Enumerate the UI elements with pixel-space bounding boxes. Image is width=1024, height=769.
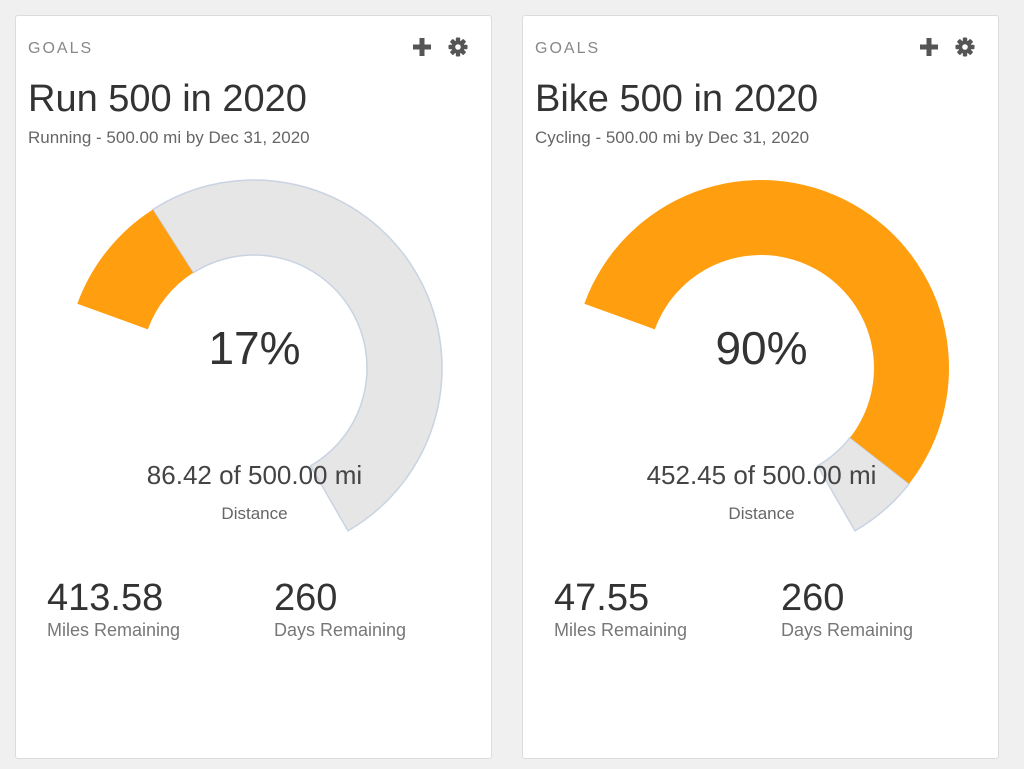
days-remaining-stat: 260 Days Remaining xyxy=(781,574,913,641)
metric-label: Distance xyxy=(221,504,288,523)
plus-icon[interactable] xyxy=(918,36,940,58)
miles-remaining-stat: 413.58 Miles Remaining xyxy=(47,574,180,641)
miles-remaining-value: 413.58 xyxy=(47,577,164,619)
goal-subtitle: Cycling - 500.00 mi by Dec 31, 2020 xyxy=(535,128,810,147)
goal-subtitle: Running - 500.00 mi by Dec 31, 2020 xyxy=(28,128,310,147)
days-remaining-value: 260 xyxy=(274,577,338,619)
card-actions xyxy=(411,36,469,58)
goal-title: Bike 500 in 2020 xyxy=(535,78,819,120)
card-header-label: GOALS xyxy=(535,40,601,57)
days-remaining-label: Days Remaining xyxy=(274,620,407,640)
goal-title: Run 500 in 2020 xyxy=(28,78,307,120)
progress-text: 86.42 of 500.00 mi xyxy=(146,460,363,490)
miles-remaining-value: 47.55 xyxy=(554,577,650,619)
card-actions xyxy=(918,36,976,58)
miles-remaining-label: Miles Remaining xyxy=(554,620,688,640)
days-remaining-value: 260 xyxy=(781,577,845,619)
metric-label: Distance xyxy=(728,504,795,523)
goal-card-run: GOALS Run 500 in 2020 Running - 500.00 m… xyxy=(15,15,492,759)
card-header-label: GOALS xyxy=(28,40,94,57)
gear-icon[interactable] xyxy=(954,36,976,58)
days-remaining-stat: 260 Days Remaining xyxy=(274,574,406,641)
gauge-percent: 90% xyxy=(715,322,808,374)
goal-card-bike: GOALS Bike 500 in 2020 Cycling - 500.00 … xyxy=(522,15,999,759)
progress-text: 452.45 of 500.00 mi xyxy=(646,460,877,490)
gauge-percent: 17% xyxy=(208,322,301,374)
gauge-fill xyxy=(77,209,194,330)
miles-remaining-stat: 47.55 Miles Remaining xyxy=(554,574,687,641)
gear-icon[interactable] xyxy=(447,36,469,58)
days-remaining-label: Days Remaining xyxy=(781,620,914,640)
plus-icon[interactable] xyxy=(411,36,433,58)
miles-remaining-label: Miles Remaining xyxy=(47,620,181,640)
